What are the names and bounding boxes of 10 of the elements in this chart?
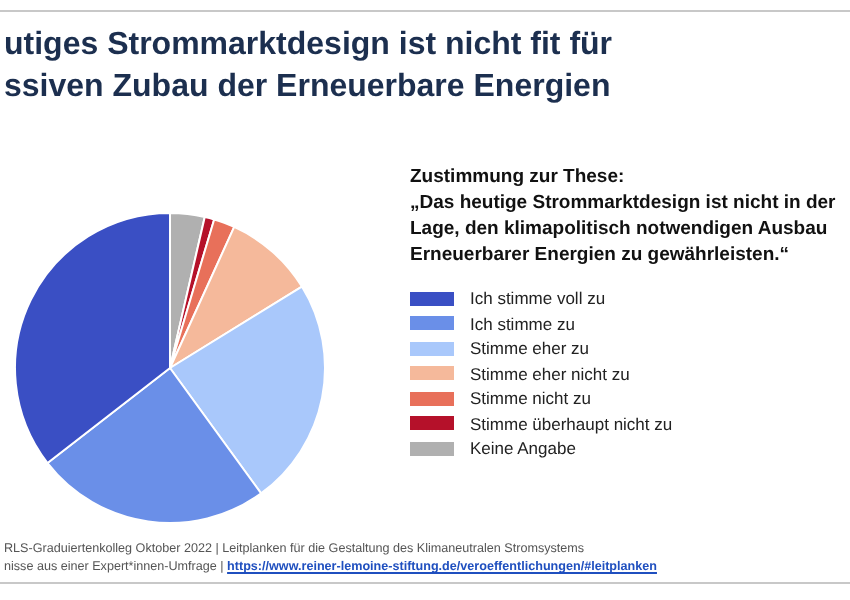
chart-subtitle: Zustimmung zur These:: [410, 164, 627, 190]
legend-label: Keine Angabe: [470, 438, 576, 459]
chart-title: utiges Strommarktdesign ist nicht fit für ssiven Zubau der Erneuerbare Energien: [4, 26, 615, 108]
legend-label: Stimme eher nicht zu: [470, 363, 630, 384]
legend-label: Stimme eher zu: [470, 338, 590, 359]
legend-title: „Das heutige Strommarktdesign ist nicht in der Lage, den klimapolitisch notwendigen Ausbau Erneuerbarer Energien zu gewährleisten.“: [410, 190, 838, 268]
legend-label: Stimme überhaupt nicht zu: [470, 413, 673, 434]
legend-label: Ich stimme zu: [470, 313, 575, 334]
legend-label: Ich stimme voll zu: [470, 288, 606, 309]
legend-label: Stimme nicht zu: [470, 388, 591, 409]
